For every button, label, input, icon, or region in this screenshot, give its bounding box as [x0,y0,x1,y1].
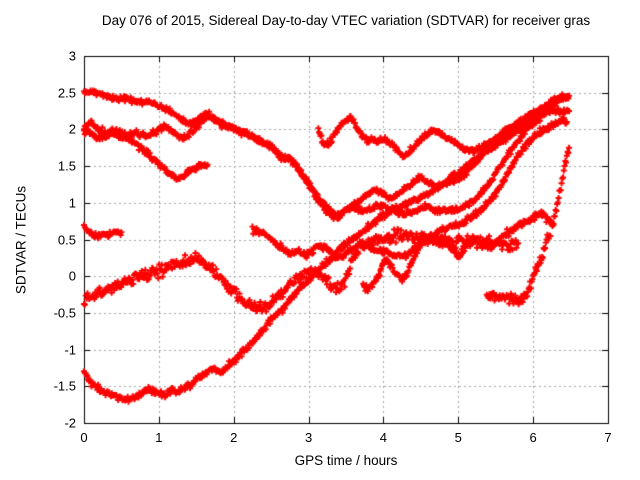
x-tick-label: 0 [80,430,88,445]
y-tick-label: 2 [68,121,76,137]
chart-title: Day 076 of 2015, Sidereal Day-to-day VTE… [101,13,591,28]
x-tick-label: 4 [379,430,388,445]
y-axis-label: SDTVAR / TECUs [13,185,29,295]
y-tick-label: 3 [68,48,76,64]
y-tick-label: -0.5 [53,305,76,321]
y-tick-label: 0 [68,268,76,284]
y-tick-label: -2 [64,415,76,431]
y-tick-label: 0.5 [57,232,76,247]
y-tick-label: 1 [68,195,76,211]
y-tick-label: 1.5 [57,158,76,174]
x-axis-label: GPS time / hours [294,453,398,468]
x-tick-label: 6 [529,430,537,445]
y-tick-label: -1 [64,342,76,358]
x-tick-label: 3 [304,430,313,445]
x-tick-label: 1 [155,430,163,445]
x-tick-label: 7 [604,430,612,445]
y-tick-label: 2.5 [57,85,76,101]
y-tick-label: -1.5 [53,378,76,394]
x-tick-label: 5 [454,430,462,445]
x-tick-label: 2 [230,430,238,445]
